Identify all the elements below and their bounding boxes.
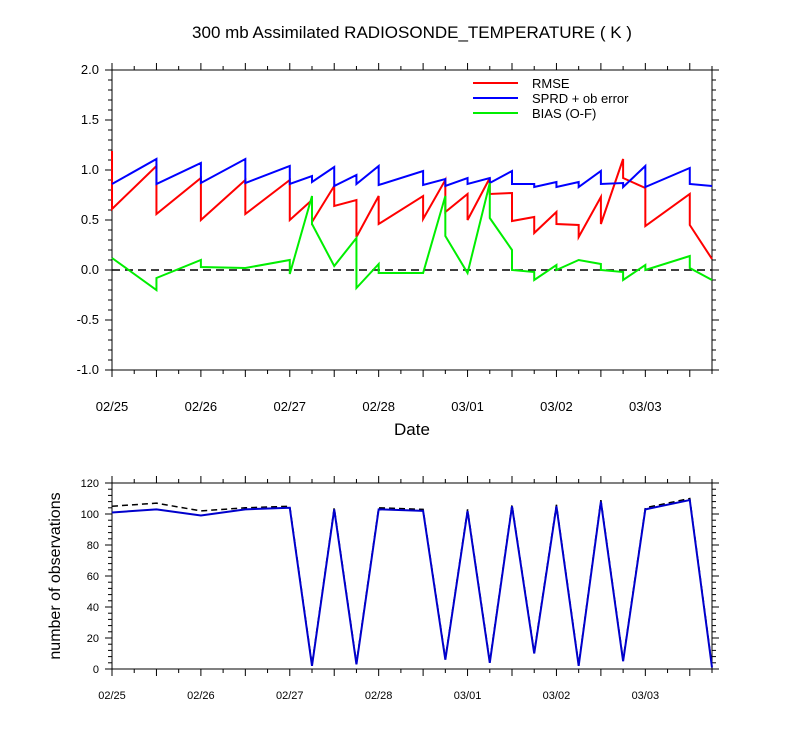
y-tick-label: -0.5: [77, 312, 99, 327]
top-x-tick-labels: 02/25 02/26 02/27 02/28 03/01 03/02 03/03: [96, 399, 662, 414]
bias-line: [111, 182, 713, 292]
x-tick-label: 02/26: [187, 690, 215, 702]
sprd-ob-error-line: [111, 157, 713, 190]
chart-title: 300 mb Assimilated RADIOSONDE_TEMPERATUR…: [192, 23, 632, 42]
y-tick-label: 1.0: [81, 162, 99, 177]
top-ticks: [105, 63, 719, 377]
bottom-series: [111, 497, 713, 668]
y-axis-label-observations: number of observations: [47, 492, 64, 659]
x-tick-label: 02/27: [274, 399, 307, 414]
x-tick-label: 03/01: [454, 690, 482, 702]
y-tick-label: 80: [87, 540, 99, 552]
x-tick-label: 02/28: [365, 690, 393, 702]
bottom-x-tick-labels: 02/25 02/26 02/27 02/28 03/01 03/02 03/03: [98, 690, 659, 702]
x-tick-label: 02/26: [185, 399, 218, 414]
y-tick-label: 100: [81, 509, 99, 521]
y-tick-label: 60: [87, 571, 99, 583]
x-tick-label: 03/02: [540, 399, 573, 414]
rmse-line: [111, 151, 713, 260]
x-tick-label: 03/03: [629, 399, 662, 414]
top-panel: -1.0-0.50.00.51.01.52.0 02/25 02/26 02/27 0…: [77, 62, 719, 439]
y-tick-label: 0.0: [81, 262, 99, 277]
x-tick-label: 03/01: [451, 399, 484, 414]
legend-label-sprd: SPRD + ob error: [532, 91, 629, 106]
x-axis-label: Date: [394, 420, 430, 439]
legend-label-rmse: RMSE: [532, 76, 570, 91]
x-tick-label: 02/25: [98, 690, 126, 702]
possible-observations-line: [111, 497, 713, 666]
y-tick-label: 1.5: [81, 112, 99, 127]
assimilated-observations-line: [111, 498, 713, 668]
y-tick-label: 0.5: [81, 212, 99, 227]
bottom-ticks: [105, 476, 719, 676]
top-y-tick-labels: -1.0 -0.5 0.0 0.5 1.0 1.5 2.0: [77, 62, 99, 377]
x-tick-label: 02/25: [96, 399, 129, 414]
y-tick-label: -1.0: [77, 362, 99, 377]
legend: RMSE SPRD + ob error BIAS (O-F): [473, 76, 629, 121]
x-tick-label: 02/28: [362, 399, 395, 414]
x-tick-label: 03/03: [632, 690, 660, 702]
legend-label-bias: BIAS (O-F): [532, 106, 596, 121]
bottom-panel: 0 20 40 60 80 100 120 02/25 02/26 02/27 02/28 03/0…: [47, 476, 719, 702]
y-tick-label: 120: [81, 478, 99, 490]
y-tick-label: 2.0: [81, 62, 99, 77]
top-series: [111, 151, 713, 292]
y-tick-label: 20: [87, 633, 99, 645]
x-tick-label: 02/27: [276, 690, 304, 702]
y-tick-label: 0: [93, 664, 99, 676]
y-tick-label: 40: [87, 602, 99, 614]
bottom-y-tick-labels: 0 20 40 60 80 100 120: [81, 478, 99, 676]
x-tick-label: 03/02: [543, 690, 571, 702]
